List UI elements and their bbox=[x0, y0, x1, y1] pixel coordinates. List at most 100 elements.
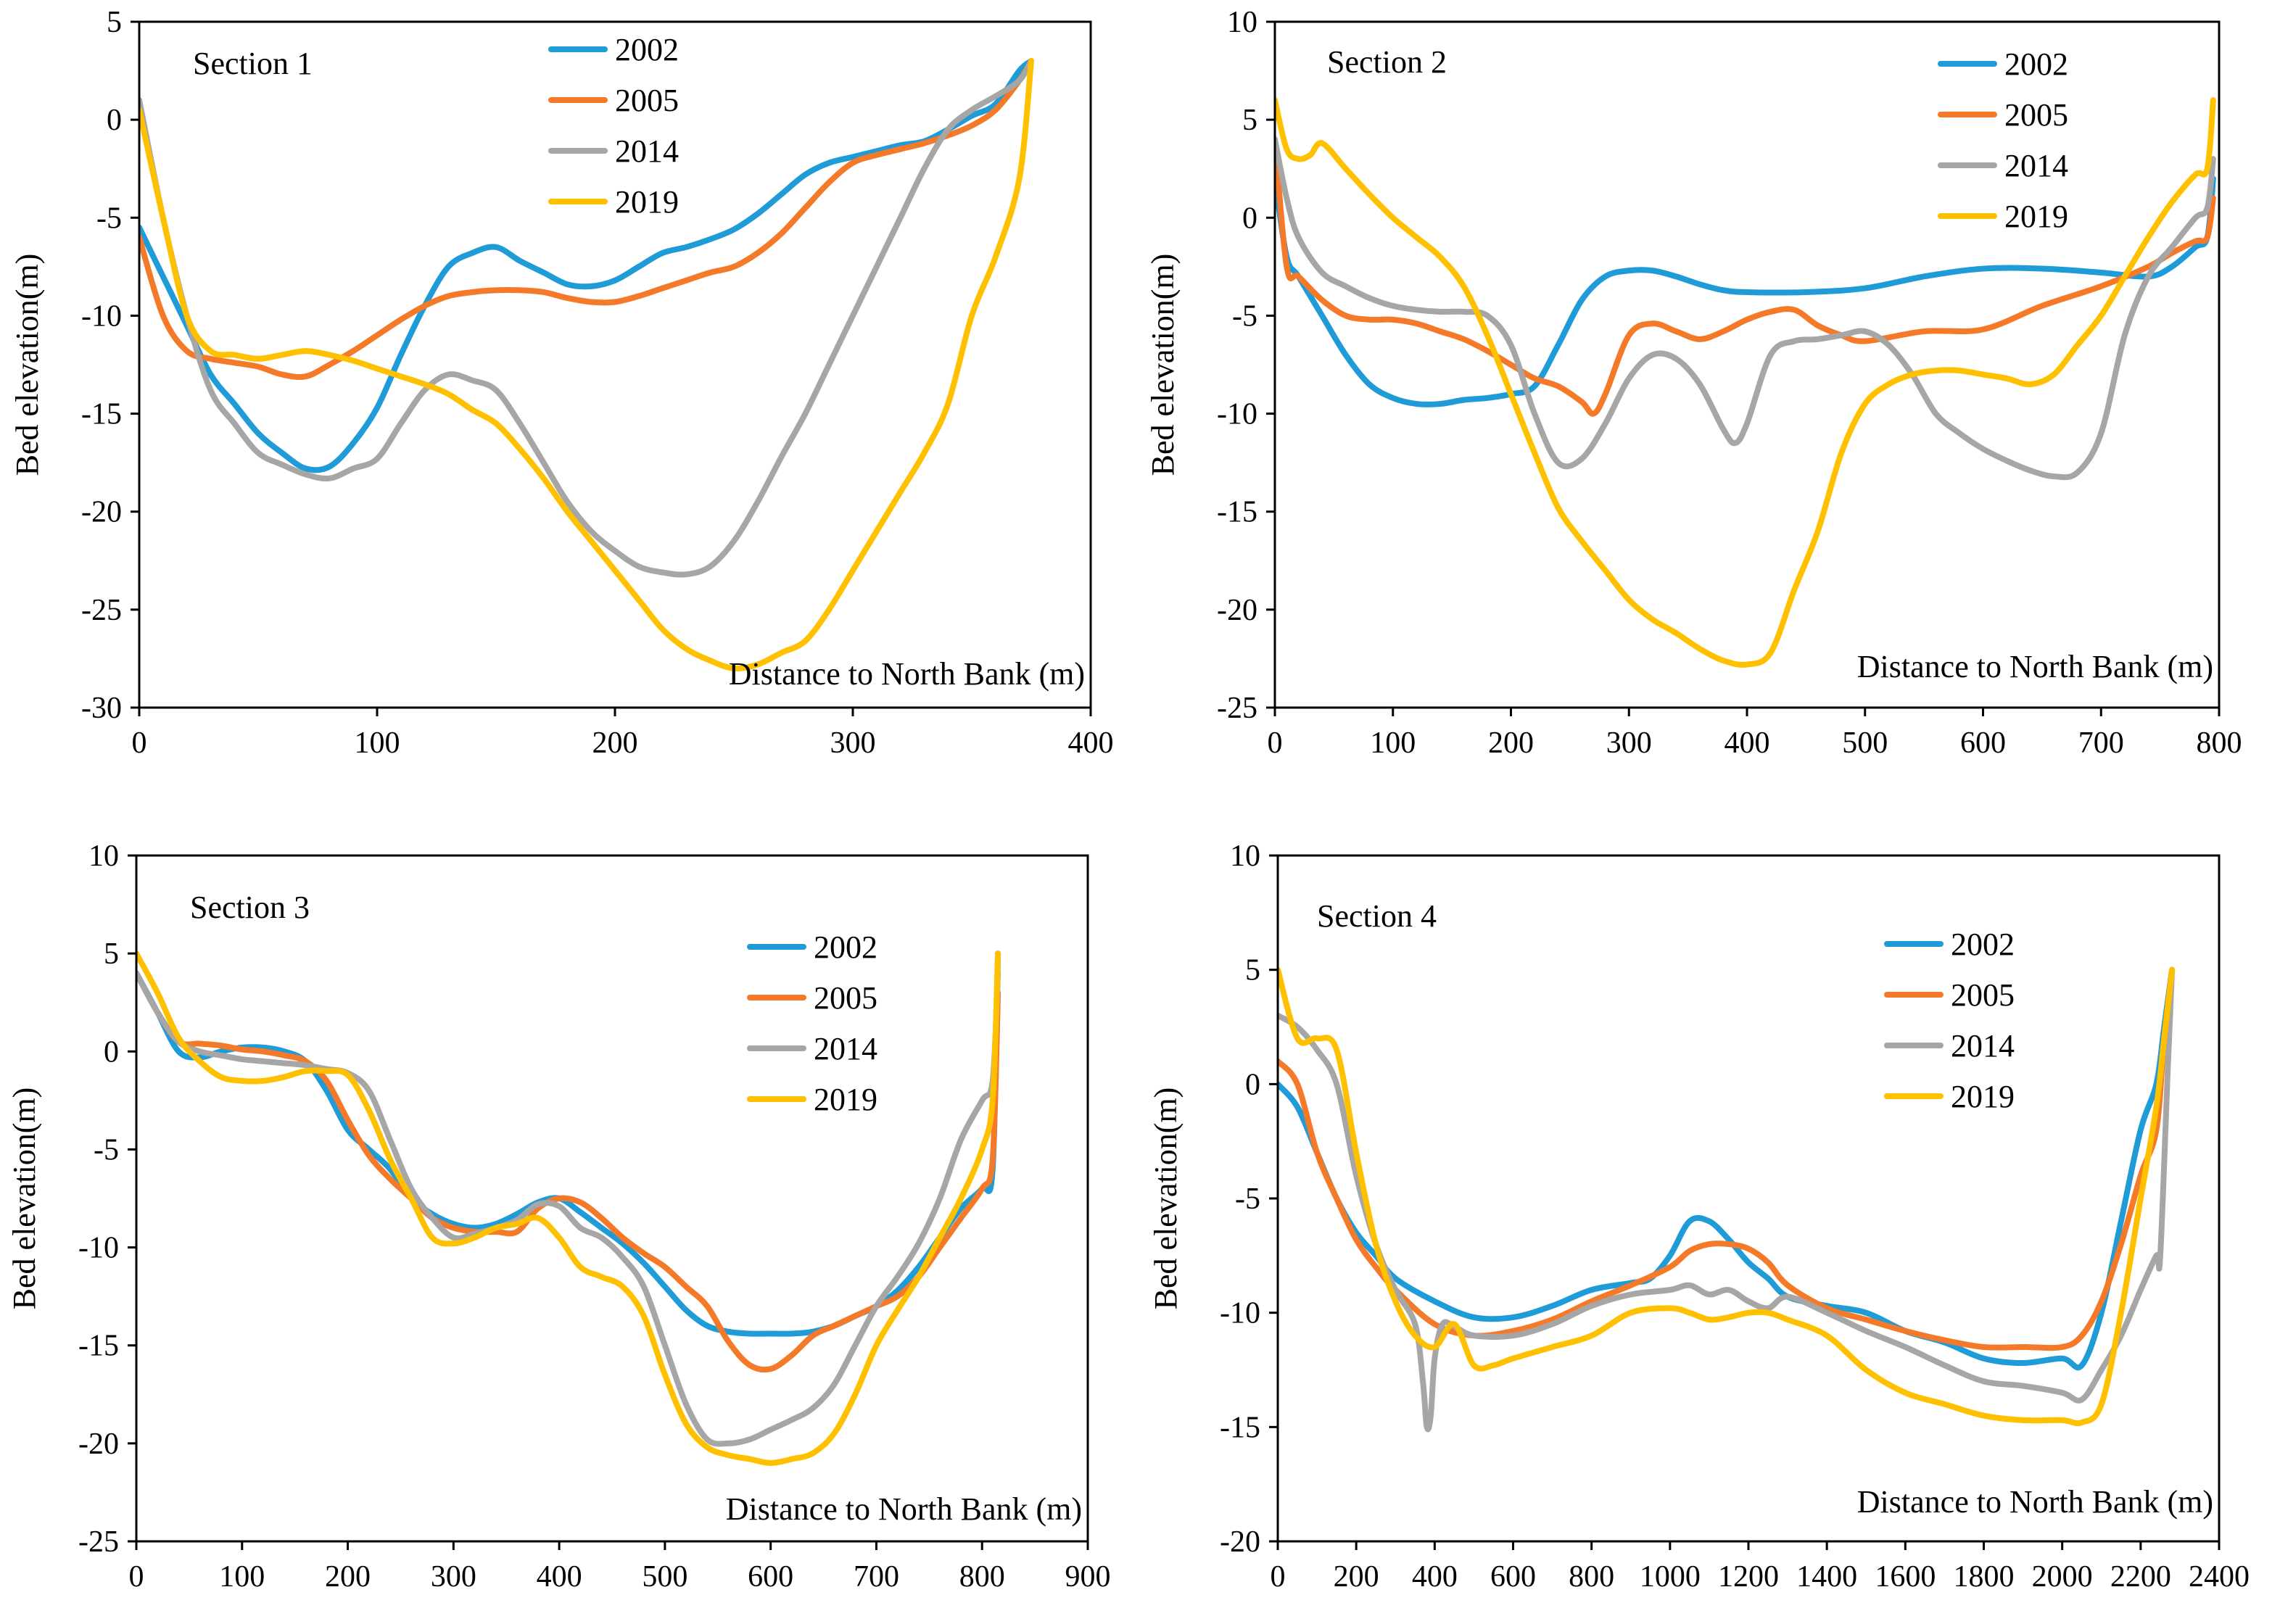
y-tick-label: 0 bbox=[1242, 202, 1257, 235]
y-tick-label: -20 bbox=[78, 1428, 119, 1461]
y-tick-label: -10 bbox=[1217, 398, 1257, 431]
y-axis-title: Bed elevation(m) bbox=[9, 254, 45, 476]
x-tick-label: 600 bbox=[748, 1560, 793, 1594]
y-tick-label: -25 bbox=[81, 594, 122, 627]
legend: 2002 2005 2014 2019 bbox=[747, 929, 877, 1117]
y-tick-label: 0 bbox=[104, 1035, 119, 1069]
x-tick-label: 300 bbox=[1606, 726, 1652, 760]
plot-frame bbox=[1273, 20, 2221, 709]
x-axis-title: Distance to North Bank (m) bbox=[1857, 649, 2213, 684]
y-tick-label: -30 bbox=[81, 692, 122, 725]
x-tick-label: 1600 bbox=[1875, 1560, 1936, 1594]
legend-label-2005: 2005 bbox=[615, 83, 679, 118]
x-tick-label: 0 bbox=[129, 1560, 144, 1594]
series-line-2019 bbox=[136, 950, 1001, 1466]
series-line-2002 bbox=[139, 58, 1034, 473]
x-axis-title: Distance to North Bank (m) bbox=[1857, 1484, 2213, 1520]
x-axis-title: Distance to North Bank (m) bbox=[726, 1491, 1082, 1527]
y-tick-label: 10 bbox=[88, 840, 119, 873]
series-line-2002 bbox=[136, 950, 1001, 1337]
x-tick-label: 200 bbox=[325, 1560, 371, 1594]
x-tick-label: 400 bbox=[1725, 726, 1770, 760]
y-tick-label: -25 bbox=[1217, 692, 1257, 725]
x-tick-label: 200 bbox=[1488, 726, 1534, 760]
series-line-2014 bbox=[1275, 136, 2216, 481]
panel-title: Section 4 bbox=[1317, 898, 1437, 934]
y-tick-label: 5 bbox=[107, 6, 122, 39]
series-lines bbox=[136, 950, 1001, 1466]
legend-label-2002: 2002 bbox=[814, 929, 877, 965]
y-tick-label: 0 bbox=[107, 104, 122, 137]
legend-label-2019: 2019 bbox=[2004, 199, 2068, 234]
y-axis-title: Bed elevation(m) bbox=[1145, 254, 1181, 476]
panel-section-3: 0 100 200 300 400 500 600 700 800 900 10 5 0 -5 -10 -15… bbox=[7, 840, 1111, 1594]
x-tick-label: 1800 bbox=[1954, 1560, 2015, 1594]
y-tick-label: -5 bbox=[1232, 299, 1257, 333]
legend-label-2014: 2014 bbox=[1951, 1028, 2015, 1064]
x-tick-label: 100 bbox=[219, 1560, 265, 1594]
legend-label-2002: 2002 bbox=[615, 32, 679, 67]
x-tick-label: 300 bbox=[830, 726, 876, 760]
y-tick-label: 5 bbox=[1242, 104, 1257, 137]
x-tick-label: 100 bbox=[355, 726, 400, 760]
plot-frame bbox=[135, 854, 1089, 1543]
y-tick-label: -5 bbox=[1235, 1182, 1260, 1216]
panel-title: Section 1 bbox=[193, 46, 313, 81]
x-tick-label: 700 bbox=[2078, 726, 2124, 760]
series-line-2019 bbox=[1275, 97, 2216, 668]
x-tick-label: 2200 bbox=[2110, 1560, 2171, 1594]
y-tick-label: -15 bbox=[1220, 1411, 1260, 1444]
legend-label-2019: 2019 bbox=[1951, 1079, 2015, 1114]
legend-label-2005: 2005 bbox=[1951, 977, 2015, 1013]
panel-title: Section 2 bbox=[1327, 44, 1447, 80]
legend-label-2014: 2014 bbox=[2004, 148, 2068, 183]
y-tick-label: 5 bbox=[104, 937, 119, 971]
y-tick-label: -5 bbox=[94, 1133, 119, 1167]
x-tick-label: 800 bbox=[1569, 1560, 1614, 1594]
y-tick-label: -10 bbox=[1220, 1297, 1260, 1330]
panel-title: Section 3 bbox=[190, 890, 310, 925]
y-tick-label: 0 bbox=[1245, 1068, 1260, 1101]
panel-section-4: 0 200 400 600 800 1000 1200 1400 1600 1800 2000 220… bbox=[1148, 840, 2250, 1594]
panel-section-2: 0 100 200 300 400 500 600 700 800 10 5 0 -5 -10 -15 -20… bbox=[1145, 6, 2242, 760]
y-tick-label: 10 bbox=[1227, 6, 1257, 39]
x-tick-label: 1400 bbox=[1796, 1560, 1857, 1594]
x-tick-label: 600 bbox=[1490, 1560, 1536, 1594]
y-tick-label: -25 bbox=[78, 1525, 119, 1559]
x-tick-label: 400 bbox=[1412, 1560, 1458, 1594]
x-tick-label: 100 bbox=[1370, 726, 1416, 760]
series-line-2014 bbox=[136, 970, 1001, 1447]
legend-label-2014: 2014 bbox=[814, 1031, 877, 1066]
x-tick-label: 200 bbox=[1334, 1560, 1379, 1594]
legend: 2002 2005 2014 2019 bbox=[548, 32, 679, 220]
x-tick-label: 700 bbox=[854, 1560, 899, 1594]
x-axis-title: Distance to North Bank (m) bbox=[729, 656, 1085, 692]
x-tick-label: 1200 bbox=[1718, 1560, 1779, 1594]
y-tick-label: -20 bbox=[1217, 594, 1257, 627]
x-tick-label: 2400 bbox=[2189, 1560, 2250, 1594]
y-tick-label: 10 bbox=[1230, 840, 1260, 873]
x-tick-label: 600 bbox=[1960, 726, 2006, 760]
x-tick-label: 300 bbox=[431, 1560, 476, 1594]
series-lines bbox=[1278, 966, 2176, 1433]
y-axis-title: Bed elevation(m) bbox=[7, 1088, 42, 1310]
y-tick-label: -15 bbox=[1217, 496, 1257, 529]
legend: 2002 2005 2014 2019 bbox=[1884, 927, 2015, 1114]
y-tick-label: -20 bbox=[1220, 1525, 1260, 1559]
series-line-2005 bbox=[136, 970, 1001, 1373]
x-tick-label: 800 bbox=[2197, 726, 2242, 760]
y-tick-label: 5 bbox=[1245, 954, 1260, 987]
series-lines bbox=[1275, 97, 2216, 668]
series-line-2005 bbox=[1275, 136, 2216, 417]
y-tick-label: -5 bbox=[96, 202, 122, 235]
plot-frame bbox=[138, 20, 1092, 709]
legend: 2002 2005 2014 2019 bbox=[1938, 46, 2068, 234]
plot-frame bbox=[1276, 854, 2221, 1543]
y-tick-label: -20 bbox=[81, 496, 122, 529]
x-tick-label: 400 bbox=[1068, 726, 1114, 760]
series-line-2014 bbox=[139, 58, 1034, 578]
y-tick-label: -15 bbox=[81, 398, 122, 431]
x-tick-label: 1000 bbox=[1640, 1560, 1701, 1594]
x-tick-label: 200 bbox=[592, 726, 638, 760]
